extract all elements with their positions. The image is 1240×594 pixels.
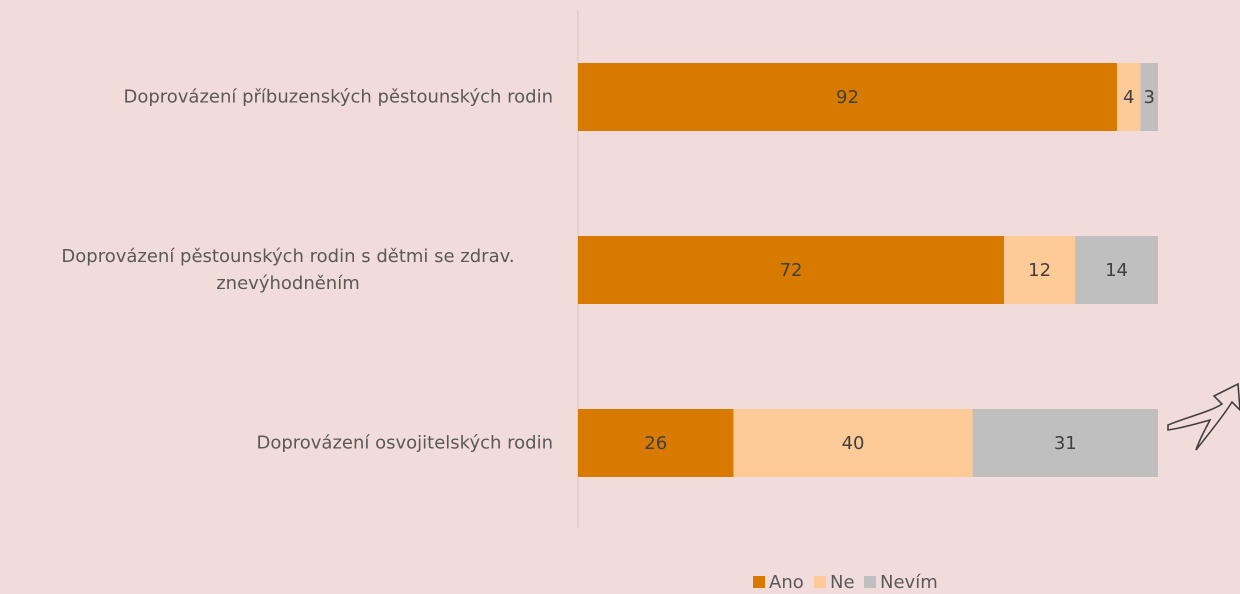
- data-label: 31: [1054, 433, 1077, 454]
- bar-segment: [733, 409, 973, 477]
- bar-segment: [1140, 63, 1158, 131]
- category-label: Doprovázení osvojitelských rodin: [256, 432, 553, 454]
- legend-swatch: [753, 576, 765, 588]
- data-label: 12: [1028, 260, 1051, 281]
- data-label: 3: [1143, 87, 1154, 108]
- category-label: Doprovázení pěstounských rodin s dětmi s…: [61, 246, 515, 294]
- legend-label: Nevím: [880, 572, 938, 593]
- bar-segment: [972, 409, 1158, 477]
- data-label: 92: [836, 87, 859, 108]
- legend-swatch: [814, 576, 826, 588]
- legend-label: Ne: [830, 572, 855, 593]
- data-label: 14: [1105, 260, 1128, 281]
- category-label: Doprovázení příbuzenských pěstounských r…: [123, 86, 553, 108]
- arrow-icon: [1167, 382, 1240, 451]
- bar-segment: [1116, 63, 1141, 131]
- data-label: 4: [1123, 87, 1134, 108]
- data-label: 40: [842, 433, 865, 454]
- bar-segment: [1004, 236, 1076, 304]
- bar-segment: [578, 236, 1005, 304]
- legend-label: Ano: [769, 572, 804, 593]
- legend-swatch: [864, 576, 876, 588]
- data-label: 26: [644, 433, 667, 454]
- bar-segment: [578, 63, 1117, 131]
- bar-segment: [578, 409, 734, 477]
- data-label: 72: [780, 260, 803, 281]
- bar-segment: [1075, 236, 1158, 304]
